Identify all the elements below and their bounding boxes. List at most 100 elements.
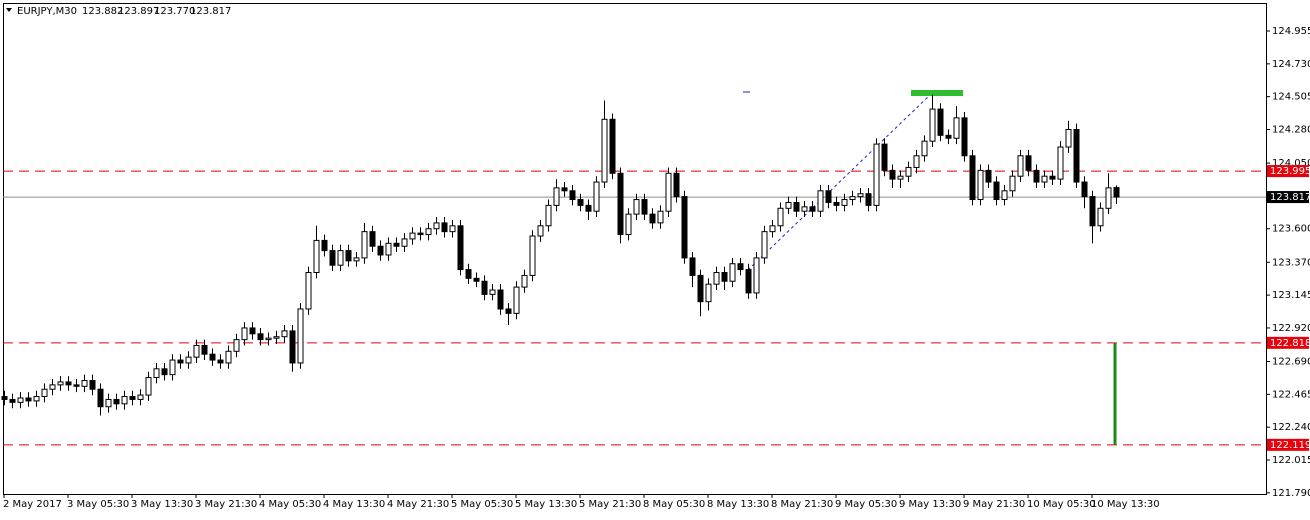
candle-body [1057, 146, 1064, 180]
level-label-box [1267, 336, 1309, 349]
candle-body [97, 388, 104, 408]
x-tick-label: 10 May 13:30 [1091, 499, 1160, 510]
x-tick-label: 9 May 21:30 [963, 499, 1025, 510]
candle-body [1097, 207, 1104, 227]
level-label: 122.818 [1270, 338, 1310, 349]
candle-body [481, 280, 488, 295]
candle-body [417, 232, 424, 236]
candle-body [697, 274, 704, 303]
candle-body [73, 384, 80, 387]
x-tick-label: 2 May 2017 [3, 499, 62, 510]
candle-body [473, 277, 480, 282]
candle-body [569, 190, 576, 201]
candle-body [361, 231, 368, 259]
candle-body [625, 213, 632, 236]
candle-body [497, 289, 504, 310]
x-tick-label: 8 May 21:30 [771, 499, 833, 510]
candle-body [1025, 155, 1032, 171]
candle-body [433, 222, 440, 230]
x-tick-label: 4 May 13:30 [323, 499, 385, 510]
y-tick-label: 122.920 [1272, 323, 1310, 334]
candle-body [1, 396, 8, 400]
candle-body [185, 356, 192, 364]
candle-body [977, 169, 984, 201]
trend-line[interactable] [747, 94, 931, 271]
marker-rect[interactable] [911, 90, 963, 96]
candle-body [913, 155, 920, 168]
candle-body [969, 155, 976, 201]
candle-body [785, 201, 792, 209]
candle-body [609, 118, 616, 174]
candle-body [233, 339, 240, 352]
candle-body [449, 225, 456, 233]
candle-body [393, 242, 400, 247]
x-tick-label: 5 May 21:30 [579, 499, 641, 510]
x-tick-label: 4 May 21:30 [387, 499, 449, 510]
candle-body [1049, 175, 1056, 180]
y-tick-label: 124.050 [1272, 158, 1310, 169]
candle-body [81, 379, 88, 387]
candle-body [857, 193, 864, 198]
candle-body [225, 350, 232, 364]
candle-body [841, 199, 848, 206]
y-tick-label: 123.600 [1272, 224, 1310, 235]
level-label: 122.119 [1270, 440, 1310, 451]
header-open: 123.882 [82, 6, 123, 17]
candle-body [169, 359, 176, 376]
x-tick-label: 8 May 05:30 [643, 499, 705, 510]
candle-body [17, 397, 24, 403]
candle-body [889, 169, 896, 180]
candle-body [401, 238, 408, 247]
candle-body [929, 108, 936, 142]
menu-triangle[interactable] [6, 8, 12, 12]
candle-body [545, 204, 552, 227]
candle-body [25, 397, 32, 402]
candle-body [9, 398, 16, 403]
candle-body [281, 330, 288, 338]
candle-body [561, 187, 568, 192]
levels [3, 170, 1266, 446]
candle-body [673, 172, 680, 198]
candle-body [945, 134, 952, 139]
candle-body [505, 308, 512, 314]
candle-body [1017, 155, 1024, 177]
y-tick-label: 124.280 [1272, 125, 1310, 136]
candle-body [1105, 187, 1112, 209]
candle-body [489, 289, 496, 295]
candle-body [1033, 169, 1040, 183]
candle-body [905, 166, 912, 177]
candle-body [33, 396, 40, 402]
candle-body [161, 368, 168, 376]
level-label: 123.995 [1270, 166, 1310, 177]
x-tick-label: 5 May 13:30 [515, 499, 577, 510]
candle-body [1113, 187, 1120, 198]
candle-body [849, 196, 856, 201]
y-tick-label: 122.015 [1272, 455, 1310, 466]
candle-body [297, 308, 304, 364]
y-tick-label: 124.730 [1272, 59, 1310, 70]
candle-body [105, 398, 112, 408]
candle-body [121, 396, 128, 405]
candle-body [809, 206, 816, 212]
candle-body [633, 199, 640, 215]
candle-body [193, 344, 200, 358]
candle-body [425, 228, 432, 236]
plot-frame [3, 3, 1267, 495]
y-tick-label: 124.505 [1272, 92, 1310, 103]
candle-body [801, 206, 808, 212]
candle-body [177, 359, 184, 364]
candle-body [1041, 175, 1048, 183]
candle-body [873, 143, 880, 206]
candle-body [1073, 129, 1080, 183]
candle-body [865, 193, 872, 206]
price-axis: 124.955 124.730 124.505 124.280 124.050 123.6… [3, 26, 1310, 510]
candle-body [1089, 196, 1096, 227]
candle-body [513, 286, 520, 314]
candle-body [761, 231, 768, 259]
candle-body [897, 175, 904, 180]
candle-body [265, 337, 272, 341]
candle-body [745, 269, 752, 294]
candle-body [689, 257, 696, 276]
candle-body [705, 283, 712, 303]
